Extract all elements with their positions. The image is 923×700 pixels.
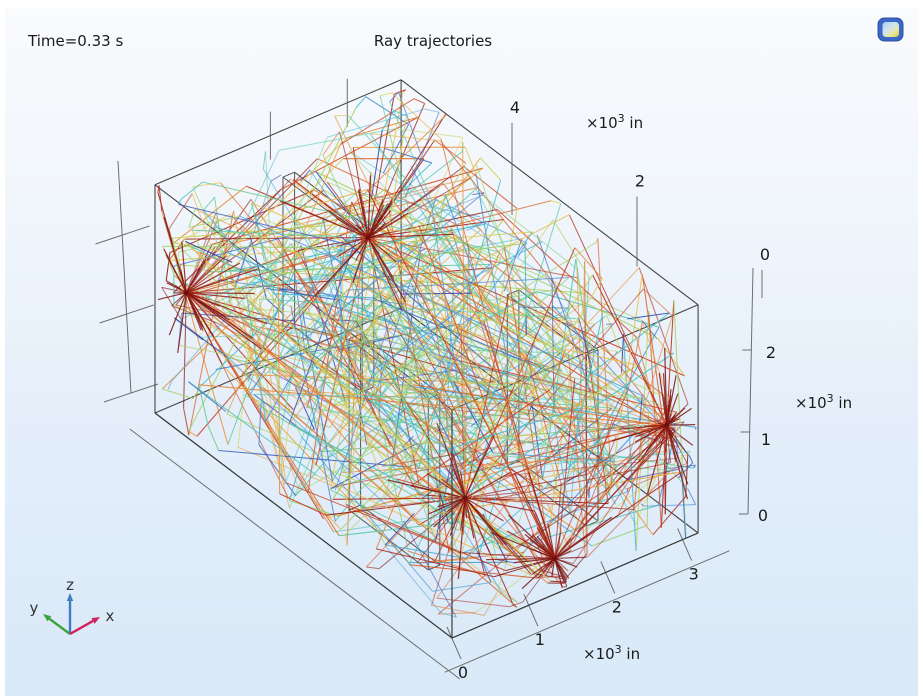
z-tick-label: 1 — [761, 430, 771, 449]
axis-tick-labels: 0 1 2 3 4 2 0 2 1 0 ×103 in ×103 in ×103 in — [458, 98, 852, 682]
time-annotation: Time=0.33 s — [28, 32, 124, 50]
plot-title: Ray trajectories — [373, 32, 493, 50]
ray-trajectories — [157, 89, 697, 618]
axis-grid — [95, 78, 763, 680]
coordinate-triad: z y x — [30, 576, 115, 636]
y-axis-unit-label: ×103 in — [586, 112, 643, 132]
room-wireframe-front-edges — [154, 409, 699, 639]
z-axis-unit-label: ×103 in — [795, 392, 852, 412]
z-tick-label: 0 — [758, 506, 768, 525]
x-tick-label: 0 — [458, 663, 468, 682]
x-axis-unit-label: ×103 in — [583, 643, 640, 663]
x-tick-label: 1 — [535, 630, 545, 649]
y-tick-label: 0 — [760, 245, 770, 264]
triad-y-label: y — [30, 599, 39, 617]
z-tick-label: 2 — [766, 343, 776, 362]
ray-source-bursts — [157, 175, 696, 590]
y-tick-label: 4 — [510, 98, 520, 117]
triad-z-label: z — [66, 576, 74, 594]
y-tick-label: 2 — [635, 172, 645, 191]
x-tick-label: 3 — [689, 565, 699, 584]
comsol-logo-icon — [874, 14, 908, 46]
x-tick-label: 2 — [612, 597, 622, 616]
triad-x-label: x — [106, 607, 115, 625]
